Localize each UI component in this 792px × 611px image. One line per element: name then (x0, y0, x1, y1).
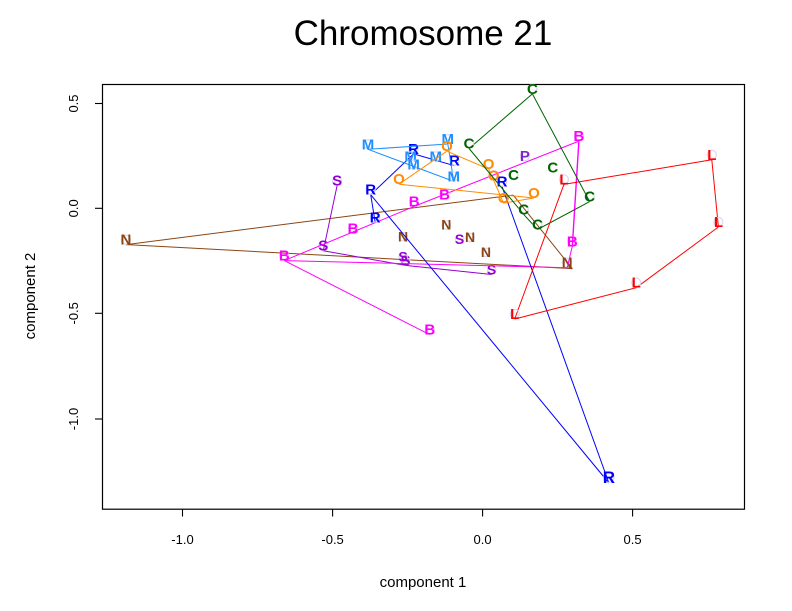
svg-text:B: B (348, 221, 359, 238)
svg-text:M: M (448, 168, 461, 185)
svg-text:C: C (547, 159, 558, 176)
svg-text:N: N (398, 228, 408, 244)
svg-text:C: C (518, 201, 529, 218)
svg-text:O: O (441, 138, 453, 155)
svg-text:S: S (332, 173, 342, 190)
svg-text:C: C (527, 81, 538, 98)
svg-text:component 1: component 1 (380, 574, 467, 591)
svg-text:-1.0: -1.0 (66, 408, 81, 430)
svg-text:-0.5: -0.5 (66, 302, 81, 324)
svg-text:N: N (465, 229, 475, 245)
svg-text:O: O (488, 167, 500, 184)
svg-text:B: B (409, 193, 420, 210)
svg-text:R: R (603, 468, 615, 487)
svg-text:C: C (464, 136, 475, 153)
svg-text:P: P (520, 148, 530, 165)
svg-text:B: B (567, 233, 578, 250)
svg-text:S: S (398, 248, 407, 264)
svg-text:R: R (365, 182, 376, 199)
svg-text:C: C (584, 189, 595, 206)
svg-text:N: N (441, 217, 451, 233)
svg-text:0.5: 0.5 (624, 532, 642, 547)
svg-text:component 2: component 2 (22, 253, 39, 340)
svg-text:N: N (120, 232, 131, 249)
svg-text:0.5: 0.5 (66, 94, 81, 112)
svg-text:N: N (562, 255, 573, 272)
svg-text:L: L (559, 171, 568, 188)
svg-text:B: B (573, 128, 584, 145)
svg-text:-1.0: -1.0 (171, 532, 193, 547)
svg-text:M: M (362, 136, 375, 153)
svg-text:L: L (714, 214, 723, 231)
svg-text:R: R (370, 210, 381, 227)
svg-text:L: L (707, 147, 716, 164)
svg-text:C: C (508, 167, 519, 184)
svg-text:B: B (424, 322, 435, 339)
svg-text:L: L (510, 306, 519, 323)
svg-text:B: B (279, 248, 290, 265)
svg-text:-0.5: -0.5 (321, 532, 343, 547)
svg-text:0.0: 0.0 (66, 199, 81, 217)
svg-text:S: S (455, 231, 464, 247)
svg-text:0.0: 0.0 (474, 532, 492, 547)
svg-text:L: L (632, 275, 641, 292)
svg-text:O: O (393, 171, 405, 188)
svg-text:O: O (498, 190, 510, 207)
svg-text:Chromosome 21: Chromosome 21 (294, 14, 553, 53)
svg-text:C: C (532, 217, 543, 234)
svg-text:S: S (487, 262, 496, 278)
svg-text:N: N (481, 244, 491, 260)
svg-text:O: O (528, 185, 540, 202)
